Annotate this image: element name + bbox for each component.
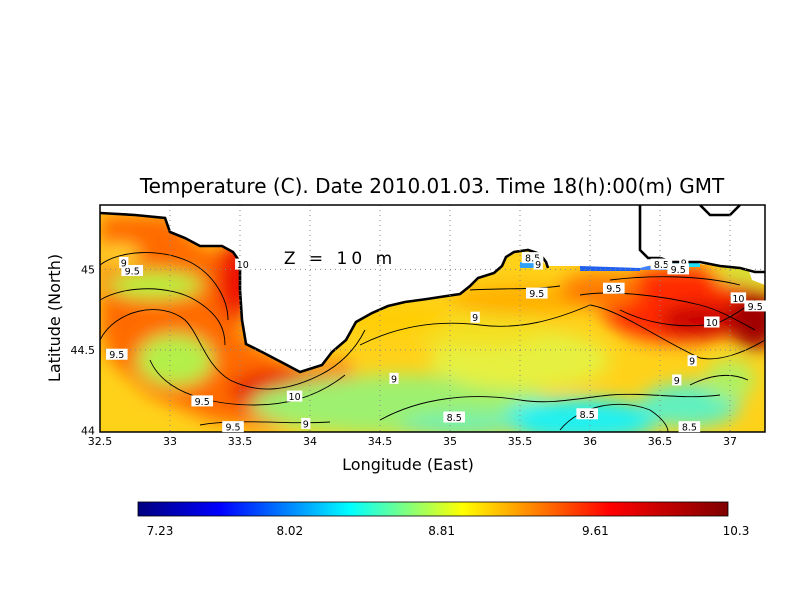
contour-label: 8.5 — [678, 421, 701, 434]
contour-label-text: 9.5 — [529, 289, 544, 300]
colorbar-tick-label: 9.61 — [582, 524, 609, 538]
contour-label-text: 9.5 — [225, 423, 240, 434]
contour-label: 10 — [730, 292, 747, 305]
contour-label-text: 8.5 — [654, 260, 669, 271]
colorbar-tick-label: 10.3 — [723, 524, 750, 538]
x-tick-label: 32.5 — [88, 435, 113, 448]
map-grid — [100, 205, 765, 432]
x-tick-label: 33 — [163, 435, 177, 448]
x-tick-label: 37 — [723, 435, 737, 448]
contour-label: 9.5 — [222, 421, 244, 434]
contour-label: 10 — [704, 316, 720, 329]
y-tick-label: 45 — [81, 263, 95, 276]
contour-label: 8.5 — [443, 411, 465, 424]
coastline — [100, 205, 765, 374]
contour-label: 9.5 — [603, 282, 625, 295]
contour-label-text: 10 — [289, 392, 301, 403]
contour-label-text: 10 — [706, 318, 718, 329]
land-mass — [100, 205, 765, 372]
contour-label-text: 9 — [674, 376, 680, 387]
contour-lines — [100, 252, 765, 432]
x-tick-label: 36 — [583, 435, 597, 448]
colorbar — [137, 501, 729, 517]
y-axis-label: Latitude (North) — [45, 254, 64, 382]
contour-label-text: 9 — [303, 419, 309, 430]
contour-label-text: 9.5 — [748, 302, 763, 313]
contour-label-text: 9 — [472, 313, 478, 324]
contour-label-text: 8.5 — [447, 413, 462, 424]
contour-label: 9 — [672, 374, 682, 387]
contour-label-text: 9.5 — [109, 350, 124, 361]
x-tick-label: 34.5 — [368, 435, 393, 448]
contour-label-text: 10 — [732, 294, 744, 305]
contour-label: 9 — [470, 311, 480, 324]
contour-label-text: 9 — [535, 260, 541, 271]
contour-label-text: 8.5 — [525, 254, 540, 265]
contour-label: 8.5 — [521, 252, 544, 265]
contour-label-group: 9.59109.59.51099.598.598.599.59.58.599.5… — [106, 252, 766, 434]
x-tick-label: 35.5 — [508, 435, 533, 448]
contour-label-text: 9.5 — [671, 265, 686, 276]
y-tick-label: 44.5 — [71, 344, 96, 357]
x-axis-label: Longitude (East) — [342, 455, 474, 474]
contour-label-text: 9 — [391, 374, 397, 385]
depth-label: Z = 10 m — [284, 249, 396, 269]
contour-label: 9 — [687, 355, 697, 368]
contour-label-text: 9 — [689, 357, 695, 368]
contour-label-text: 9 — [121, 258, 127, 269]
colorbar-tick-label: 8.02 — [276, 524, 303, 538]
contour-label: 9.5 — [121, 265, 143, 278]
colorbar-ticks: 7.23 8.02 8.81 9.61 10.3 — [147, 524, 750, 538]
contour-label: 9.5 — [744, 300, 766, 313]
x-tick-label: 33.5 — [228, 435, 253, 448]
y-tick-label: 44 — [81, 424, 95, 437]
contour-label-text: 8.5 — [682, 423, 697, 434]
contour-label: 9.5 — [667, 263, 689, 276]
contour-label-text: 8.5 — [580, 410, 595, 421]
contour-label: 9 — [533, 258, 543, 271]
contour-label: 9.5 — [526, 287, 548, 300]
map-frame — [99, 204, 766, 433]
contour-label: 9 — [119, 256, 129, 269]
contour-label-text: 9.5 — [195, 397, 210, 408]
contour-label: 8.5 — [650, 258, 673, 271]
contour-label: 9.5 — [106, 348, 128, 361]
contour-label: 10 — [235, 258, 251, 271]
contour-label: 10 — [286, 390, 303, 403]
y-axis-ticks: 44 44.5 45 — [71, 263, 96, 437]
map-title: Temperature (C). Date 2010.01.03. Time 1… — [139, 174, 725, 198]
x-axis-ticks: 32.5 33 33.5 34 34.5 35 35.5 36 36.5 37 — [88, 435, 737, 448]
contour-label: 9 — [389, 372, 399, 385]
colorbar-tick-label: 8.81 — [428, 524, 455, 538]
contour-label-text: 10 — [237, 260, 249, 271]
x-tick-label: 34 — [303, 435, 317, 448]
contour-label: 9.5 — [191, 395, 213, 408]
colorbar-tick-label: 7.23 — [147, 524, 174, 538]
contour-label-text: 9.5 — [606, 284, 621, 295]
x-tick-label: 35 — [443, 435, 457, 448]
contour-label: 9 — [301, 417, 311, 430]
contour-label-text: 9.5 — [125, 267, 140, 278]
contour-label: 8.5 — [576, 408, 598, 421]
x-tick-label: 36.5 — [648, 435, 673, 448]
